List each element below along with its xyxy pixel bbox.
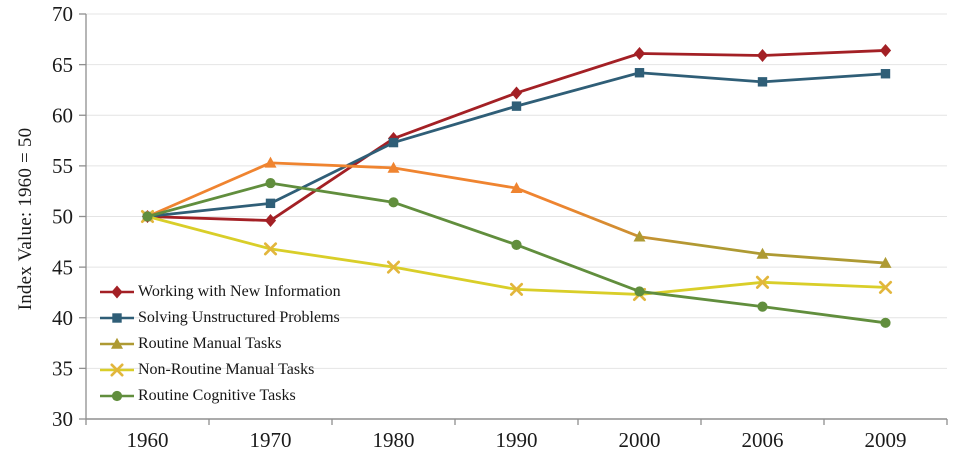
x-tick-label: 1980 [373, 428, 415, 452]
y-tick-label: 30 [52, 407, 73, 431]
legend-label: Working with New Information [138, 283, 341, 300]
y-tick-label: 70 [52, 2, 73, 26]
y-axis-title: Index Value: 1960 = 50 [15, 127, 36, 311]
y-tick-label: 60 [52, 103, 73, 127]
x-tick-label: 2009 [865, 428, 907, 452]
y-tick-label: 40 [52, 306, 73, 330]
legend-item: Working with New Information [99, 279, 341, 305]
x-tick-label: 2000 [619, 428, 661, 452]
y-tick-label: 55 [52, 154, 73, 178]
y-tick-label: 50 [52, 205, 73, 229]
x-tick-label: 1960 [127, 428, 169, 452]
legend-marker-triangle-icon [100, 337, 134, 349]
y-tick-label: 45 [52, 255, 73, 279]
legend-item: Solving Unstructured Problems [99, 305, 341, 331]
series-working-with-new-information [141, 43, 892, 228]
legend: Working with New Information Solving Uns… [99, 279, 341, 409]
legend-item: Non-Routine Manual Tasks [99, 357, 341, 383]
legend-label: Solving Unstructured Problems [138, 309, 340, 326]
legend-marker-circle-icon [100, 390, 134, 402]
legend-marker-diamond-icon [100, 285, 134, 299]
legend-marker-x-icon [100, 363, 134, 377]
x-tick-label: 1990 [496, 428, 538, 452]
legend-label: Routine Cognitive Tasks [138, 387, 296, 404]
x-tick-label: 2006 [742, 428, 784, 452]
x-tick-label: 1970 [250, 428, 292, 452]
legend-label: Non-Routine Manual Tasks [138, 361, 315, 378]
legend-label: Routine Manual Tasks [138, 335, 282, 352]
y-tick-label: 65 [52, 53, 73, 77]
legend-marker-square-icon [100, 313, 134, 323]
series-routine-cognitive-tasks [142, 177, 891, 328]
y-tick-label: 35 [52, 357, 73, 381]
series-routine-manual-tasks [141, 156, 892, 268]
legend-item: Routine Manual Tasks [99, 331, 341, 357]
legend-item: Routine Cognitive Tasks [99, 383, 341, 409]
